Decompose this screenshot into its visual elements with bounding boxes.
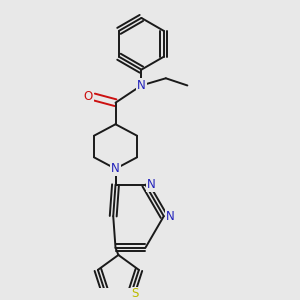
Text: N: N (147, 178, 156, 191)
Text: O: O (84, 91, 93, 103)
Text: N: N (166, 210, 175, 223)
Text: N: N (137, 79, 146, 92)
Text: N: N (111, 162, 120, 175)
Text: S: S (132, 287, 139, 300)
